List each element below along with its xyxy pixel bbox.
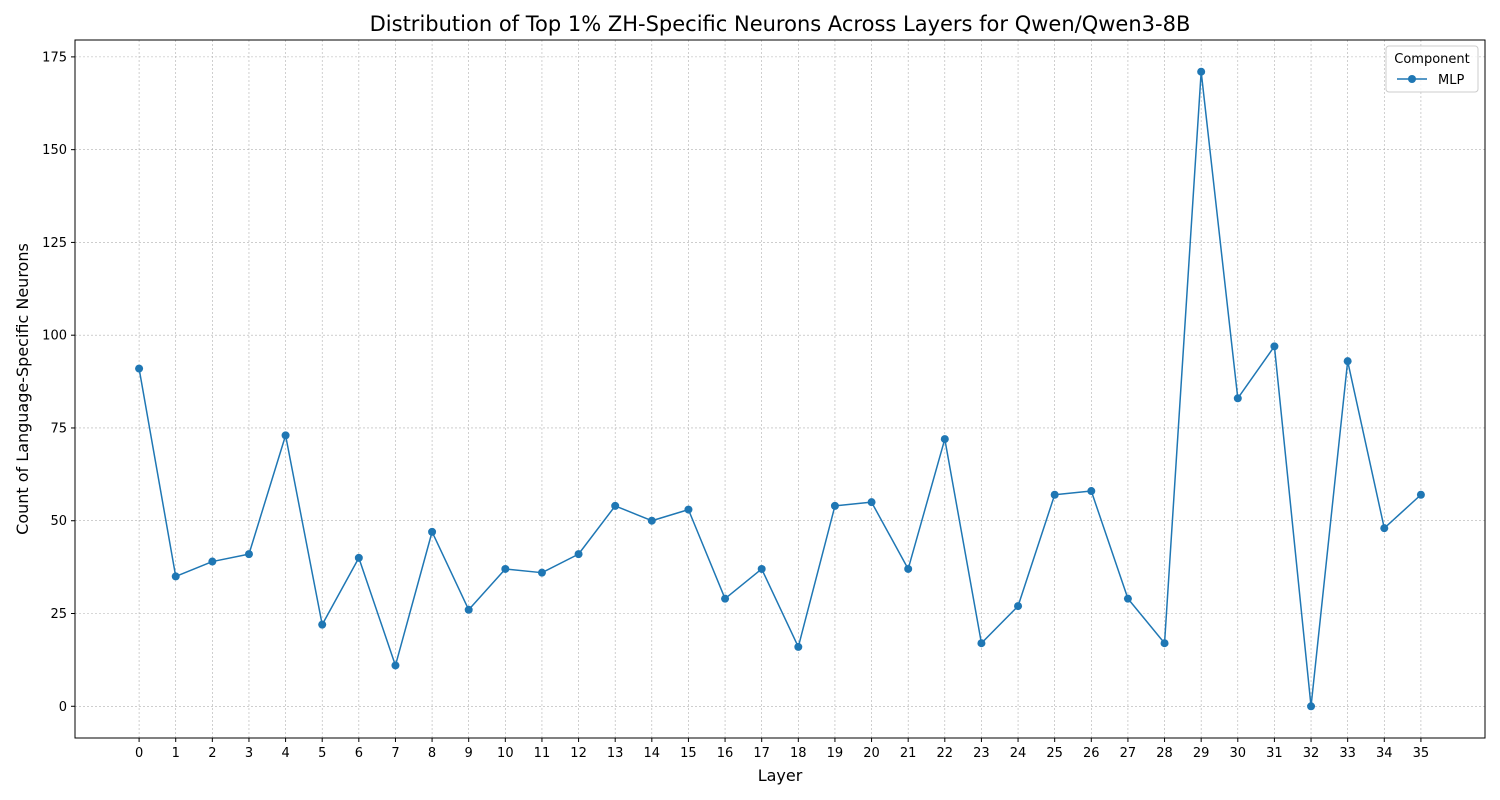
x-tick-label: 30 [1230, 746, 1247, 761]
y-tick-label: 100 [42, 329, 67, 344]
data-point [428, 527, 437, 536]
x-tick-label: 21 [900, 746, 917, 761]
y-tick-label: 25 [50, 607, 67, 622]
x-tick-label: 26 [1083, 746, 1100, 761]
data-point [684, 505, 693, 514]
x-tick-label: 5 [318, 746, 326, 761]
data-point [318, 620, 327, 629]
data-point [1270, 342, 1279, 351]
x-tick-label: 7 [391, 746, 399, 761]
x-tick-label: 16 [717, 746, 734, 761]
x-tick-label: 15 [680, 746, 697, 761]
legend-label-mlp: MLP [1438, 73, 1464, 88]
x-tick-label: 1 [172, 746, 180, 761]
data-point [171, 572, 180, 581]
x-tick-label: 19 [827, 746, 844, 761]
data-point [611, 501, 620, 510]
data-point [281, 431, 290, 440]
data-point [501, 564, 510, 573]
series-line-mlp [138, 70, 1422, 708]
x-tick-label: 17 [753, 746, 770, 761]
x-axis-label: Layer [758, 766, 803, 785]
x-tick-label: 34 [1376, 746, 1393, 761]
data-point [867, 498, 876, 507]
plot-frame [74, 39, 1486, 739]
y-axis-label: Count of Language-Specific Neurons [13, 243, 32, 535]
data-point [464, 605, 473, 614]
y-tick-label: 175 [42, 50, 67, 65]
data-point [135, 364, 144, 373]
data-point [1307, 702, 1316, 711]
x-tick-label: 31 [1266, 746, 1283, 761]
x-tick-label: 22 [937, 746, 954, 761]
x-tick-label: 12 [570, 746, 587, 761]
data-point [940, 435, 949, 444]
data-point [1343, 357, 1352, 366]
series-group [135, 67, 1425, 711]
data-point [1014, 602, 1023, 611]
x-tick-label: 14 [644, 746, 661, 761]
data-point [208, 557, 217, 566]
x-tick-label: 18 [790, 746, 807, 761]
legend-marker-mlp [1408, 75, 1416, 83]
data-point [354, 553, 363, 562]
x-tick-label: 28 [1156, 746, 1173, 761]
x-tick-label: 20 [863, 746, 880, 761]
data-point [1416, 490, 1425, 499]
data-point [244, 550, 253, 559]
x-tick-label: 6 [355, 746, 363, 761]
data-point [647, 516, 656, 525]
chart-title: Distribution of Top 1% ZH-Specific Neuro… [370, 12, 1191, 36]
data-point [391, 661, 400, 670]
data-point [1380, 524, 1389, 533]
data-point [1123, 594, 1132, 603]
data-point [1160, 639, 1169, 648]
y-tick-label: 150 [42, 143, 67, 158]
x-tick-label: 10 [497, 746, 514, 761]
y-axis-ticks: 0 25 50 75 100 125 150 175 [42, 50, 75, 715]
y-tick-label: 50 [50, 514, 67, 529]
data-point [1050, 490, 1059, 499]
data-point [757, 564, 766, 573]
x-tick-label: 0 [135, 746, 143, 761]
x-tick-label: 11 [534, 746, 551, 761]
data-point [1087, 487, 1096, 496]
x-axis-ticks: 0 1 2 3 4 5 6 7 8 9 10 11 12 13 14 15 16 17 18 19 20 21 22 23 24… [135, 738, 1429, 761]
data-point [1197, 67, 1206, 76]
x-tick-label: 3 [245, 746, 253, 761]
data-point [904, 564, 913, 573]
x-tick-label: 29 [1193, 746, 1210, 761]
legend-title: Component [1394, 52, 1469, 67]
data-point [721, 594, 730, 603]
legend: Component MLP [1385, 45, 1479, 93]
data-point [574, 550, 583, 559]
x-tick-label: 4 [281, 746, 289, 761]
x-tick-label: 27 [1120, 746, 1137, 761]
data-point [794, 642, 803, 651]
y-tick-label: 0 [59, 700, 67, 715]
x-tick-label: 8 [428, 746, 436, 761]
y-tick-label: 125 [42, 236, 67, 251]
y-tick-label: 75 [50, 421, 67, 436]
x-tick-label: 9 [465, 746, 473, 761]
x-tick-label: 23 [973, 746, 990, 761]
x-tick-label: 2 [208, 746, 216, 761]
x-tick-label: 25 [1046, 746, 1063, 761]
x-tick-label: 33 [1339, 746, 1356, 761]
x-tick-label: 35 [1413, 746, 1430, 761]
data-point [537, 568, 546, 577]
grid [75, 40, 1485, 738]
data-point [1233, 394, 1242, 403]
data-point [977, 639, 986, 648]
data-point [830, 501, 839, 510]
x-tick-label: 24 [1010, 746, 1027, 761]
x-tick-label: 13 [607, 746, 624, 761]
x-tick-label: 32 [1303, 746, 1320, 761]
